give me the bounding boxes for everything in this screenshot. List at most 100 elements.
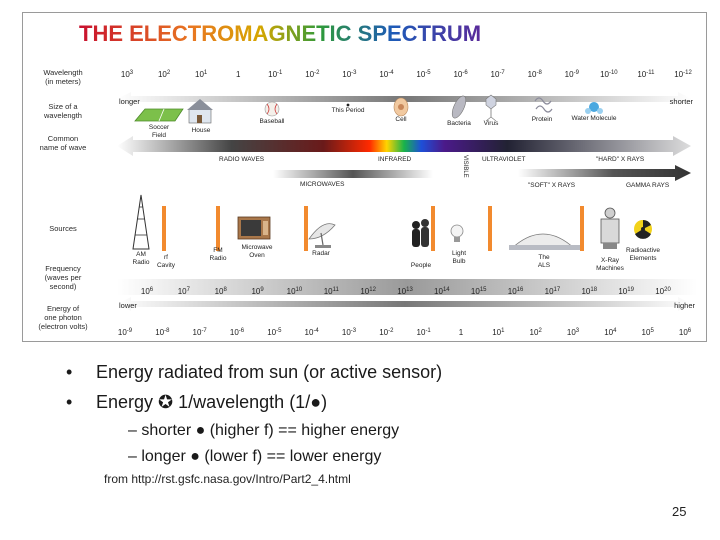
wavelength-tick-base: 10 [342,70,351,79]
frequency-tick-base: 10 [655,287,664,296]
wavelength-tick-exp: -3 [351,70,357,76]
infrared-label: INFRARED [378,156,412,163]
frequency-tick-exp: 7 [187,287,191,293]
energy-tick-base: 10 [604,328,613,337]
row-label-sources: Sources [49,224,77,233]
wavelength-tick: 101 [195,70,208,79]
xray-machine-icon [600,207,620,249]
source-label: rf [164,254,168,261]
source-label: Light [452,250,466,257]
wavelength-tick: 10-4 [379,70,394,79]
bullet-2-marker: • [66,392,73,412]
source-label: Microwave [241,244,272,251]
ultraviolet-label: ULTRAVIOLET [482,156,525,163]
source-label: Machines [596,265,625,272]
wavelength-tick-exp: -12 [683,70,692,76]
frequency-tick-exp: 8 [223,287,227,293]
energy-tick: 1 [459,328,464,337]
row-label-size: Size of a [48,102,78,111]
energy-tick: 105 [642,328,655,337]
energy-tick: 10-5 [267,328,282,337]
row-label-frequency: Frequency [45,264,81,273]
source-label: Radar [312,250,331,257]
source-label: Oven [249,252,265,259]
size-label-soccer-field: Field [152,132,166,139]
size-label: House [192,127,211,134]
em-spectrum-figure: THE ELECTROMAGNETIC SPECTRUM Wavelength(… [22,12,707,342]
wavelength-tick: 10-8 [528,70,543,79]
wavelength-tick-base: 10 [528,70,537,79]
am-radio-tower-icon [132,194,150,250]
period-icon [346,103,350,107]
wavelength-tick: 10-12 [674,70,692,79]
wavelength-tick-exp: 2 [167,70,171,76]
size-label: Virus [484,120,499,127]
size-label-soccer-field: Soccer [149,124,170,131]
wavelength-tick-exp: 3 [130,70,134,76]
energy-tick: 101 [492,328,505,337]
frequency-tick-exp: 19 [627,287,634,293]
energy-tick-base: 10 [567,328,576,337]
row-label-energy: (electron volts) [38,322,88,331]
energy-tick-base: 10 [379,328,388,337]
energy-tick-exp: -8 [164,328,170,334]
wavelength-tick-exp: -2 [314,70,320,76]
frequency-tick-base: 10 [508,287,517,296]
source-label: X-Ray [601,257,620,264]
frequency-tick: 1013 [397,287,413,296]
wavelength-tick-base: 10 [637,70,646,79]
microwaves-label: MICROWAVES [300,181,345,188]
infrared-bar-icon [431,206,435,251]
energy-tick-base: 10 [642,328,651,337]
house-icon [187,99,213,124]
energy-tick: 10-4 [305,328,320,337]
energy-tick: 10-8 [155,328,170,337]
energy-tick: 104 [604,328,617,337]
wavelength-tick-base: 1 [236,70,241,79]
frequency-tick: 1015 [471,287,487,296]
wavelength-tick: 10-6 [453,70,468,79]
longer-label: longer [119,97,140,106]
frequency-tick-exp: 9 [260,287,264,293]
energy-tick-base: 1 [459,328,464,337]
energy-tick-base: 10 [155,328,164,337]
uv-bar-icon [488,206,492,251]
source-label: AM [136,251,146,258]
source-icons [132,194,652,251]
frequency-tick-exp: 20 [664,287,671,293]
energy-tick-exp: 3 [576,328,580,334]
frequency-tick-base: 10 [471,287,480,296]
page-number: 25 [672,504,687,519]
frequency-tick-exp: 6 [150,287,154,293]
frequency-tick-base: 10 [545,287,554,296]
light-bulb-icon [450,224,464,242]
energy-tick-base: 10 [342,328,351,337]
energy-tick-exp: -9 [127,328,133,334]
als-building-icon [509,233,581,250]
soft-xray-band [518,165,691,181]
wavelength-tick-exp: -6 [462,70,468,76]
row-label-energy: one photon [44,313,82,322]
wavelength-tick-base: 10 [453,70,462,79]
wavelength-tick-base: 10 [268,70,277,79]
frequency-tick-exp: 12 [369,287,376,293]
source-label: Cavity [157,262,176,269]
top-strip [0,0,720,10]
source-label: Radio [133,259,150,266]
energy-tick: 103 [567,328,580,337]
source-label: FM [213,247,222,254]
wavelength-tick-base: 10 [565,70,574,79]
wavelength-tick: 102 [158,70,171,79]
frequency-tick-exp: 11 [333,287,340,293]
size-label: This Period [332,107,365,114]
energy-tick: 10-7 [193,328,208,337]
wavelength-tick-exp: -1 [277,70,283,76]
frequency-tick: 1020 [655,287,671,296]
wavelength-tick-exp: -10 [609,70,618,76]
energy-tick-base: 10 [193,328,202,337]
wavelength-tick-base: 10 [195,70,204,79]
energy-tick-exp: -4 [313,328,319,334]
row-labels: Wavelength(in meters) Size of awavelength… [38,68,88,331]
wavelength-tick-base: 10 [491,70,500,79]
